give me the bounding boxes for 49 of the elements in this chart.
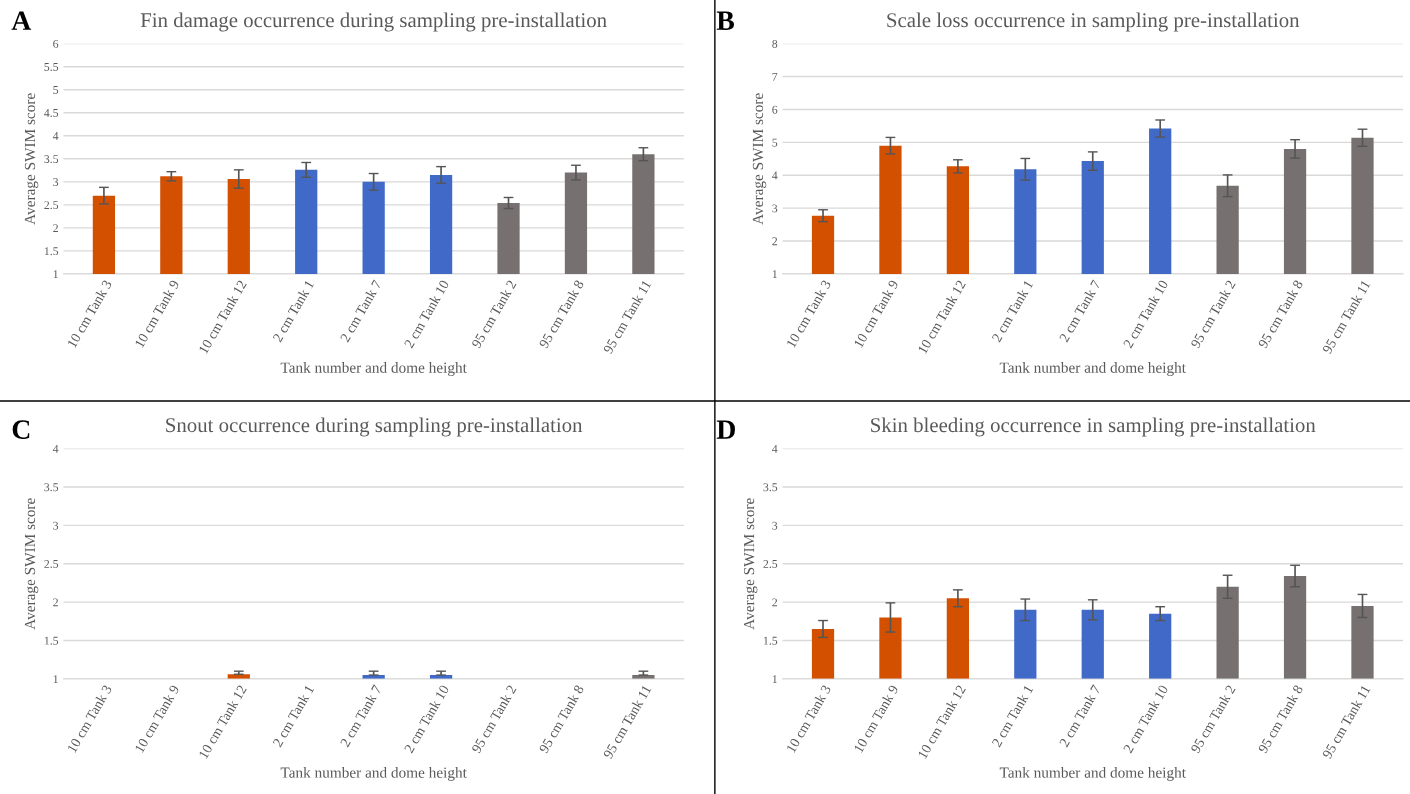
y-tick-label: 8 xyxy=(772,39,778,48)
y-axis-title: Average SWIM score xyxy=(24,93,39,225)
y-tick-label: 1 xyxy=(772,675,777,683)
text: D xyxy=(716,420,735,439)
y-tick-label: 4 xyxy=(772,171,778,180)
y-tick-label: 4 xyxy=(772,444,778,453)
text: C xyxy=(12,420,30,439)
y-tick-label: 1.5 xyxy=(44,247,59,256)
chart-title: Fin damage occurrence during sampling pre-installation xyxy=(140,12,607,32)
y-tick-label: 6 xyxy=(772,105,778,114)
y-tick-label: 3 xyxy=(53,178,59,187)
y-axis-title: Average SWIM score xyxy=(743,498,758,630)
y-tick-label: 3 xyxy=(772,204,778,213)
x-axis-title: Tank number and dome height xyxy=(999,767,1186,781)
x-axis-title: Tank number and dome height xyxy=(280,767,467,781)
y-tick-label: 1 xyxy=(53,675,58,683)
y-tick-label: 2.5 xyxy=(44,560,59,568)
y-tick-label: 3.5 xyxy=(763,483,778,492)
chart-title: Skin bleeding occurrence in sampling pre-installation xyxy=(871,417,1316,437)
y-tick-label: 4 xyxy=(52,444,59,453)
chart-title: Scale loss occurrence in sampling pre-installation xyxy=(887,12,1300,32)
chart-title: Snout occurrence during sampling pre-installation xyxy=(166,417,583,437)
y-tick-label: 3 xyxy=(772,521,778,530)
text: B xyxy=(716,11,735,30)
x-axis-title: Tank number and dome height xyxy=(280,362,467,376)
y-tick-label: 6 xyxy=(53,39,59,48)
y-tick-label: 1.5 xyxy=(44,636,59,645)
y-tick-label: 5.5 xyxy=(44,63,59,71)
y-tick-label: 3 xyxy=(53,521,59,530)
y-tick-label: 3.5 xyxy=(44,155,59,164)
y-tick-label: 2 xyxy=(772,237,778,246)
x-axis-title: Tank number and dome height xyxy=(999,362,1186,376)
y-tick-label: 5 xyxy=(772,138,778,147)
y-tick-label: 5 xyxy=(53,86,59,94)
y-axis-title: Average SWIM score xyxy=(752,93,767,225)
y-tick-label: 1 xyxy=(772,270,777,279)
y-tick-label: 2.5 xyxy=(763,560,778,568)
y-tick-label: 2 xyxy=(53,598,58,607)
text: A xyxy=(11,11,32,30)
y-tick-label: 1.5 xyxy=(763,636,778,645)
y-tick-label: 2 xyxy=(772,598,778,607)
y-tick-label: 2 xyxy=(53,224,58,232)
y-tick-label: 7 xyxy=(772,72,778,81)
y-tick-label: 1 xyxy=(53,270,58,279)
y-tick-label: 4 xyxy=(52,132,59,140)
y-tick-label: 4.5 xyxy=(44,109,59,118)
y-tick-label: 2.5 xyxy=(44,201,59,210)
y-axis-title: Average SWIM score xyxy=(24,498,39,630)
y-tick-label: 3.5 xyxy=(44,483,59,492)
